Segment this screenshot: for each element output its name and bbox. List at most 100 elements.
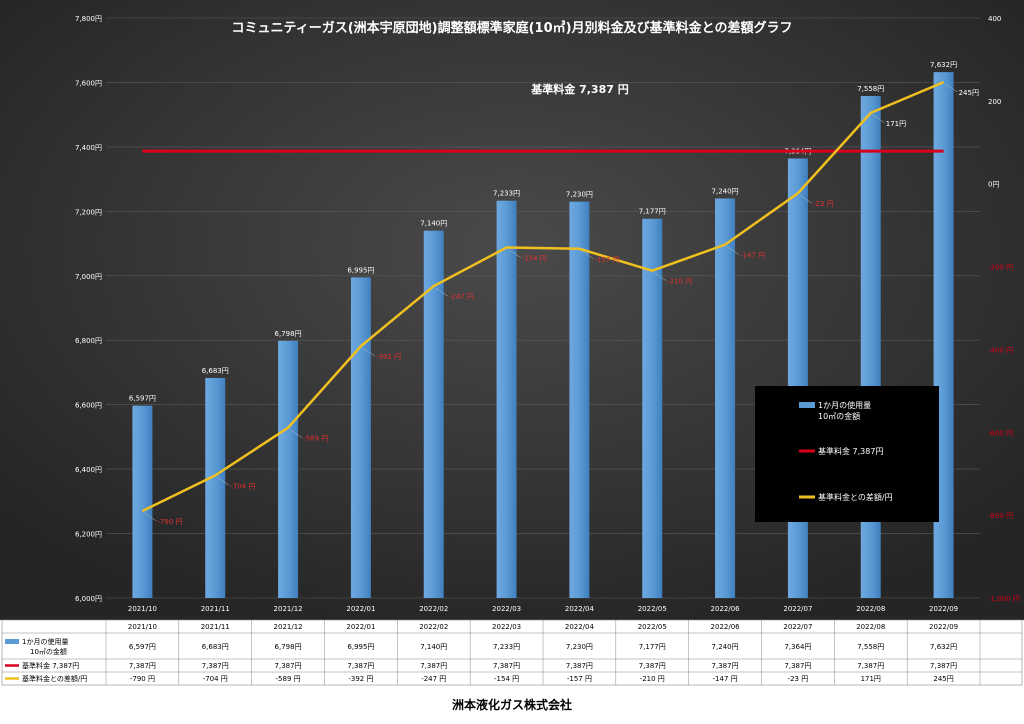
difference-value-label: 171円 — [886, 120, 906, 128]
left-tick-label: 6,400円 — [75, 466, 102, 474]
difference-leader — [799, 195, 813, 204]
table-cell: 7,230円 — [566, 643, 593, 651]
table-header-cell: 2022/02 — [419, 623, 448, 631]
x-tick-label: 2021/11 — [201, 605, 230, 613]
table-cell: 7,387円 — [930, 662, 957, 670]
x-tick-label: 2022/08 — [856, 605, 885, 613]
table-cell: 6,798円 — [275, 643, 302, 651]
x-tick-label: 2022/05 — [638, 605, 667, 613]
table-cell: 6,597円 — [129, 643, 156, 651]
difference-leader — [508, 249, 521, 258]
difference-leader — [726, 246, 740, 255]
table-cell: 7,177円 — [639, 643, 666, 651]
table-cell: 7,387円 — [784, 662, 811, 670]
table-header-cell: 2022/09 — [929, 623, 958, 631]
difference-value-label: -210 円 — [667, 278, 692, 286]
table-cell: -23 円 — [788, 675, 809, 683]
table-cell: 7,240円 — [712, 643, 739, 651]
legend-box — [755, 386, 939, 522]
table-row-label: 基準料金 7,387円 — [22, 661, 79, 670]
legend-bar-swatch — [799, 402, 815, 408]
left-tick-label: 6,200円 — [75, 531, 102, 539]
x-tick-label: 2022/02 — [419, 605, 448, 613]
difference-value-label: -704 円 — [230, 482, 255, 490]
table-cell: -154 円 — [494, 675, 519, 683]
table-cell: 7,632円 — [930, 643, 957, 651]
table-frame — [1, 619, 1023, 686]
table-cell: -790 円 — [130, 675, 155, 683]
legend-diff-label: 基準料金との差額/円 — [818, 492, 893, 502]
table-header-cell: 2022/01 — [346, 623, 375, 631]
right-tick-label: -600 円 — [988, 429, 1013, 437]
table-cell: 7,558円 — [857, 643, 884, 651]
table-cell: -704 円 — [203, 675, 228, 683]
right-tick-label: -200 円 — [988, 264, 1013, 272]
bar-value-label: 7,177円 — [639, 208, 666, 216]
table-cell: 7,387円 — [202, 662, 229, 670]
left-tick-label: 6,800円 — [75, 337, 102, 345]
right-tick-label: -800 円 — [988, 512, 1013, 520]
bar — [350, 277, 371, 598]
bar — [569, 201, 590, 598]
table-cell: -247 円 — [421, 675, 446, 683]
table-cell: -157 円 — [567, 675, 592, 683]
bar-value-label: 7,140円 — [420, 220, 447, 228]
table-cell: 7,387円 — [566, 662, 593, 670]
bar-value-label: 6,597円 — [129, 395, 156, 403]
difference-line — [141, 81, 945, 513]
right-tick-label: 0円 — [988, 181, 999, 189]
table-cell: -210 円 — [640, 675, 665, 683]
table-cell: 7,387円 — [420, 662, 447, 670]
right-tick-label: 200 — [988, 98, 1001, 106]
difference-value-label: -147 円 — [740, 252, 765, 260]
table-header-cell: 2022/07 — [783, 623, 812, 631]
bar — [423, 230, 444, 598]
table-header-cell: 2021/11 — [201, 623, 230, 631]
left-tick-label: 7,600円 — [75, 79, 102, 87]
table-cell: 6,683円 — [202, 643, 229, 651]
chart-title: コミュニティーガス(洲本宇原団地)調整額標準家庭(10㎥)月別料金及び基準料金と… — [232, 20, 793, 36]
difference-value-label: -247 円 — [449, 293, 474, 301]
table-row-label: 基準料金との差額/円 — [22, 674, 87, 683]
gridlines — [106, 17, 980, 599]
bar-value-label: 6,798円 — [275, 330, 302, 338]
left-tick-label: 6,000円 — [75, 595, 102, 603]
difference-value-label: 245円 — [959, 89, 979, 97]
table-cell: -147 円 — [713, 675, 738, 683]
legend-baseline-label: 基準料金 7,387円 — [818, 446, 883, 456]
bar — [642, 218, 663, 598]
difference-leader — [945, 84, 958, 93]
bar — [132, 405, 153, 598]
legend: 1か月の使用量 10㎥の金額 基準料金 7,387円 基準料金との差額/円 — [755, 386, 939, 522]
table-cell: -589 円 — [276, 675, 301, 683]
difference-leader — [289, 429, 303, 438]
table-cell: 7,140円 — [420, 643, 447, 651]
difference-leader — [217, 477, 230, 486]
data-table: 2021/10 2021/11 2021/12 2022/01 2022/02 2022/… — [1, 619, 1023, 686]
left-tick-label: 7,200円 — [75, 208, 102, 216]
bar — [715, 198, 736, 598]
right-tick-label: -1,000 円 — [988, 595, 1020, 603]
table-header-cell: 2022/08 — [856, 623, 885, 631]
table-cell: 7,387円 — [129, 662, 156, 670]
table-cell: 7,387円 — [857, 662, 884, 670]
bar — [278, 340, 299, 598]
table-cell: 7,387円 — [347, 662, 374, 670]
legend-bar-label-2: 10㎥の金額 — [818, 411, 860, 421]
table-cell: -392 円 — [348, 675, 373, 683]
difference-value-label: -157 円 — [594, 256, 619, 264]
table-cell: 7,233円 — [493, 643, 520, 651]
bar-value-label: 7,233円 — [493, 190, 520, 198]
table-cell: 7,387円 — [493, 662, 520, 670]
table-cell: 245円 — [933, 675, 953, 683]
difference-value-label: -589 円 — [303, 435, 328, 443]
table-cell: 7,387円 — [639, 662, 666, 670]
left-tick-label: 6,600円 — [75, 402, 102, 410]
left-axis: 6,000円 6,200円 6,400円 6,600円 6,800円 7,000円 7,20… — [75, 15, 102, 603]
left-tick-label: 7,400円 — [75, 144, 102, 152]
difference-leader — [654, 272, 667, 281]
difference-value-label: -23 円 — [813, 200, 834, 208]
difference-value-label: -790 円 — [157, 518, 182, 526]
right-tick-label: -400 円 — [988, 346, 1013, 354]
bar-value-label: 7,558円 — [857, 85, 884, 93]
